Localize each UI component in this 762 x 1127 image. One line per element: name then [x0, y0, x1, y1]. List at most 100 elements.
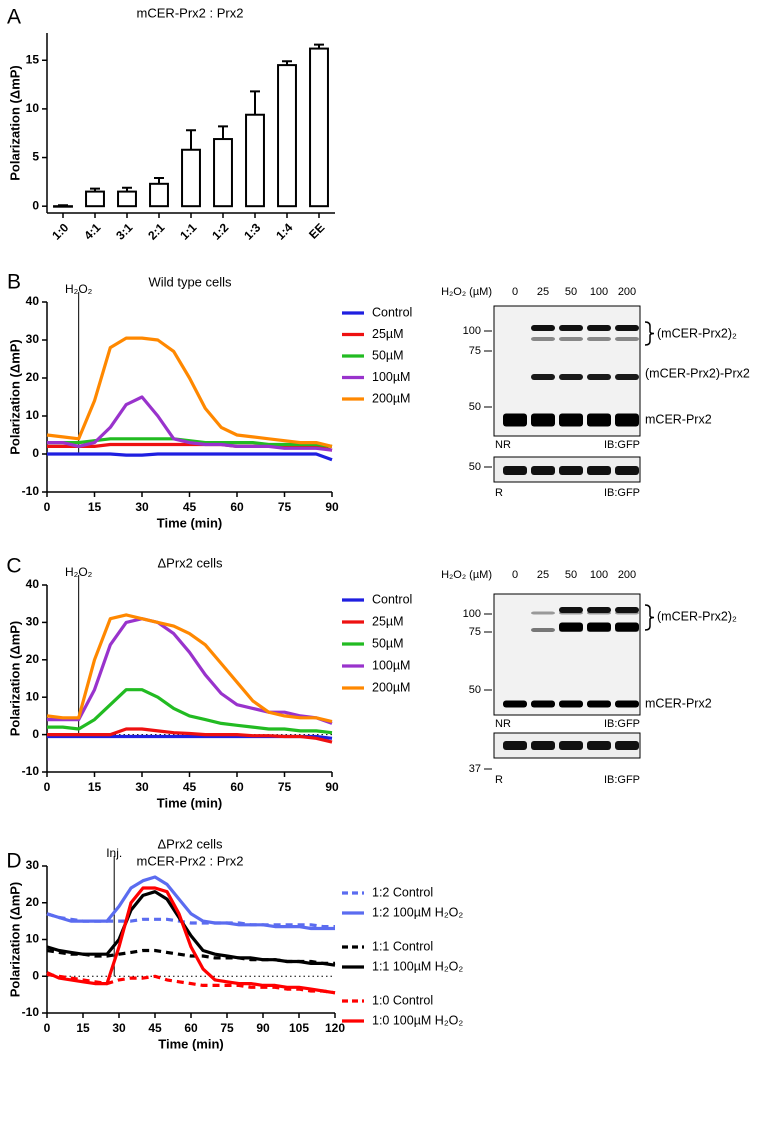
- y-axis-title: Polarization (ΔmP): [7, 882, 22, 998]
- y-tick-label: 30: [26, 858, 40, 872]
- x-tick-label: 0: [44, 500, 51, 514]
- y-tick-label: -10: [22, 484, 40, 498]
- legend-label: 200µM: [372, 391, 410, 405]
- legend-label: 100µM: [372, 658, 410, 672]
- lane-label: 50: [565, 286, 577, 298]
- x-tick-label: 45: [183, 500, 197, 514]
- error-bar: [186, 129, 196, 150]
- lane-label: 0: [512, 286, 518, 298]
- band: [503, 741, 527, 750]
- legend-label: 25µM: [372, 327, 404, 341]
- y-tick-label: 20: [26, 370, 40, 384]
- x-tick-label: 45: [183, 780, 197, 794]
- band: [503, 466, 527, 475]
- band: [587, 466, 611, 475]
- x-tick-label: 0: [44, 1021, 51, 1035]
- y-tick-label: -10: [22, 1005, 40, 1019]
- annotation: H₂O₂: [65, 565, 93, 579]
- band: [559, 741, 583, 750]
- series-line: [46, 613, 333, 724]
- band: [559, 700, 583, 708]
- mw-marker: 50: [469, 401, 481, 413]
- y-tick-label: 10: [26, 408, 40, 422]
- band: [531, 374, 555, 380]
- chart-title: Wild type cells: [148, 274, 232, 289]
- bar: [245, 113, 265, 208]
- bar: [53, 205, 73, 208]
- chart-title: mCER-Prx2 : Prx2: [137, 5, 244, 20]
- series-line: [47, 395, 333, 452]
- panel-letter: A: [7, 6, 21, 29]
- series-line: [46, 972, 336, 995]
- band-label: mCER-Prx2: [645, 412, 712, 426]
- x-tick-label: 90: [325, 500, 339, 514]
- bar: [277, 64, 297, 208]
- band-label: (mCER-Prx2)₂: [657, 609, 737, 623]
- antibody: IB:GFP: [604, 487, 640, 499]
- legend-label: 1:2 Control: [372, 885, 433, 899]
- y-tick-label: 20: [26, 652, 40, 666]
- band: [559, 622, 583, 632]
- y-tick-label: 10: [26, 689, 40, 703]
- y-tick-label: 10: [26, 932, 40, 946]
- y-axis-title: Polarization (ΔmP): [7, 621, 22, 737]
- bar: [181, 148, 201, 208]
- bar: [309, 47, 329, 208]
- x-axis-title: Time (min): [157, 795, 223, 810]
- panel-letter: D: [6, 850, 21, 873]
- y-tick-label: 40: [26, 577, 40, 591]
- band: [559, 607, 583, 613]
- band: [615, 413, 639, 427]
- legend-label: 200µM: [372, 680, 410, 694]
- x-tick-label: 75: [278, 500, 292, 514]
- annotation: H₂O₂: [65, 282, 93, 296]
- mw-marker: 100: [463, 325, 481, 337]
- x-tick-label: 15: [88, 500, 102, 514]
- band: [559, 466, 583, 475]
- chart-title: ΔPrx2 cells: [157, 836, 223, 851]
- y-tick-label: 0: [32, 446, 39, 460]
- band: [587, 413, 611, 427]
- x-tick-label: 15: [76, 1021, 90, 1035]
- band: [587, 700, 611, 708]
- bar: [213, 138, 233, 208]
- band: [559, 374, 583, 380]
- lane-label: 25: [537, 569, 549, 581]
- x-tick-label: 120: [325, 1021, 345, 1035]
- band: [559, 337, 583, 341]
- lane-label: 100: [590, 286, 608, 298]
- series-line: [46, 336, 333, 448]
- band: [531, 611, 555, 615]
- x-tick-label: 60: [230, 780, 244, 794]
- mw-marker: 50: [469, 461, 481, 473]
- legend-label: 1:1 100µM H₂O₂: [372, 959, 463, 973]
- antibody: IB:GFP: [604, 439, 640, 451]
- band: [587, 337, 611, 341]
- mw-marker: 75: [469, 345, 481, 357]
- condition: NR: [495, 439, 511, 451]
- blot-header: H₂O₂ (µM): [441, 286, 492, 298]
- brace: [644, 321, 655, 346]
- error-bar: [218, 125, 228, 140]
- series-line: [47, 727, 333, 744]
- panel-letter: B: [7, 271, 21, 294]
- antibody: IB:GFP: [604, 774, 640, 786]
- band: [559, 325, 583, 331]
- y-tick-label: 0: [32, 968, 39, 982]
- x-tick-label: 0: [44, 780, 51, 794]
- x-tick-label: 3:1: [113, 220, 135, 242]
- series-line: [46, 890, 336, 967]
- lane-label: 100: [590, 569, 608, 581]
- blot-header: H₂O₂ (µM): [441, 569, 492, 581]
- legend-label: Control: [372, 305, 412, 319]
- x-axis-title: Time (min): [157, 515, 223, 530]
- y-tick-label: 30: [26, 615, 40, 629]
- band: [531, 700, 555, 708]
- condition: R: [495, 487, 503, 499]
- x-tick-label: 30: [135, 500, 149, 514]
- x-tick-label: 75: [278, 780, 292, 794]
- x-tick-label: 1:0: [49, 220, 71, 242]
- x-tick-label: 30: [112, 1021, 126, 1035]
- y-tick-label: 15: [26, 52, 40, 66]
- x-tick-label: 4:1: [81, 220, 103, 242]
